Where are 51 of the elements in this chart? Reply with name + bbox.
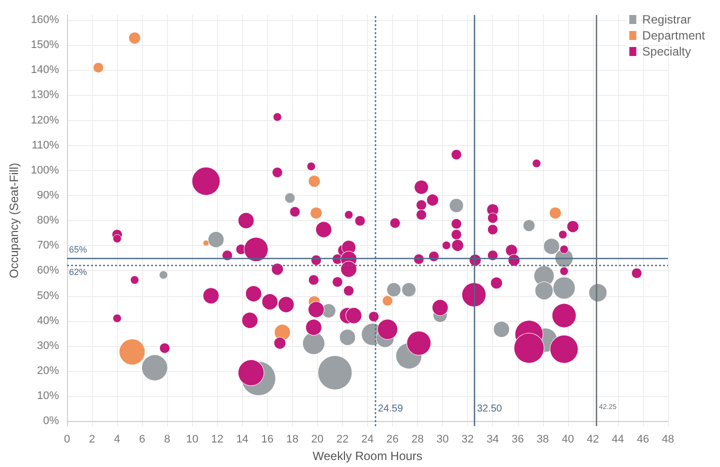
x-tick-label: 32: [462, 434, 474, 446]
x-tick-label: 26: [386, 434, 399, 446]
x-tick-label: 38: [536, 434, 549, 446]
y-tick-label: 30%: [37, 340, 60, 352]
x-tick-label: 2: [89, 434, 96, 446]
ref-line-label: 32.50: [476, 404, 502, 415]
y-tick-label: 40%: [37, 314, 60, 327]
x-tick-label: 20: [311, 434, 324, 446]
y-tick-label: 150%: [30, 39, 60, 52]
y-tick-label: 110%: [32, 139, 60, 152]
x-tick-label: 6: [139, 434, 146, 446]
x-tick-label: 40: [562, 434, 574, 446]
x-tick-label: 18: [286, 434, 299, 446]
x-tick-label: 46: [636, 434, 650, 446]
x-tick-label: 16: [261, 434, 274, 446]
x-tick-label: 12: [211, 434, 224, 446]
x-axis-title: Weekly Room Hours: [312, 449, 422, 463]
x-tick-label: 36: [512, 434, 524, 446]
x-tick-label: 34: [486, 434, 499, 446]
y-tick-label: 10%: [37, 390, 60, 402]
legend-label: Specialty: [642, 44, 692, 58]
x-tick-label: 44: [612, 434, 624, 446]
y-tick-label: 80%: [37, 214, 60, 227]
y-tick-label: 60%: [37, 264, 60, 277]
x-tick-label: 4: [114, 434, 120, 446]
ref-line-label: 62%: [69, 267, 88, 278]
y-tick-label: 160%: [30, 14, 60, 26]
x-tick-label: 30: [436, 434, 449, 446]
y-tick-label: 0%: [43, 415, 60, 428]
x-tick-label: 48: [662, 434, 674, 446]
ref-line-label: 65%: [69, 244, 88, 255]
x-tick-label: 24: [361, 434, 374, 446]
x-tick-label: 14: [236, 434, 248, 446]
y-tick-label: 70%: [37, 240, 60, 252]
legend-label: Department: [642, 28, 706, 42]
x-tick-label: 8: [164, 434, 170, 446]
x-tick-label: 22: [336, 434, 349, 446]
y-axis-title: Occupancy (Seat-Fill): [7, 162, 21, 278]
x-tick-label: 42: [586, 434, 600, 446]
y-tick-label: 140%: [30, 64, 60, 76]
y-tick-label: 100%: [30, 164, 60, 176]
y-tick-label: 20%: [37, 364, 60, 377]
y-tick-label: 130%: [30, 89, 60, 102]
legend-label: Registrar: [642, 12, 691, 26]
y-tick-label: 120%: [30, 114, 60, 126]
y-tick-label: 90%: [37, 189, 60, 202]
x-tick-label: 28: [411, 434, 424, 446]
ref-line-label: 24.59: [378, 404, 404, 415]
x-tick-label: 10: [186, 434, 198, 446]
x-tick-label: 0: [64, 434, 70, 446]
y-tick-label: 50%: [37, 290, 60, 302]
